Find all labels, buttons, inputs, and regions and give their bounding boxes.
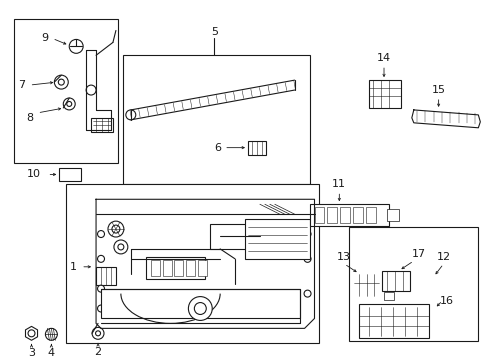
Text: 7: 7 <box>18 80 25 90</box>
Circle shape <box>92 327 104 339</box>
Circle shape <box>108 221 123 237</box>
Text: 3: 3 <box>28 348 35 358</box>
Circle shape <box>304 255 310 262</box>
Bar <box>386 209 398 221</box>
Bar <box>366 207 375 223</box>
Bar <box>314 207 324 223</box>
Bar <box>59 167 81 181</box>
Text: 13: 13 <box>337 252 350 262</box>
Circle shape <box>45 328 57 340</box>
Text: 9: 9 <box>41 33 48 44</box>
Bar <box>210 224 264 249</box>
Circle shape <box>112 225 120 233</box>
Text: 11: 11 <box>332 179 346 189</box>
Bar <box>186 260 195 276</box>
Text: 8: 8 <box>26 113 33 123</box>
Circle shape <box>194 302 206 315</box>
Circle shape <box>69 39 83 53</box>
Bar <box>66 184 319 343</box>
Bar <box>352 207 363 223</box>
Bar <box>244 219 309 259</box>
Circle shape <box>97 255 104 262</box>
Bar <box>348 227 477 341</box>
Bar <box>247 141 265 154</box>
Circle shape <box>114 240 127 254</box>
Circle shape <box>28 330 35 337</box>
Text: 2: 2 <box>94 347 102 357</box>
Bar <box>174 260 183 276</box>
Bar <box>150 260 159 276</box>
Circle shape <box>63 98 75 110</box>
Text: 16: 16 <box>439 296 453 306</box>
Circle shape <box>97 305 104 312</box>
Bar <box>432 281 442 305</box>
Bar <box>91 118 113 132</box>
Bar <box>393 281 403 305</box>
Text: 17: 17 <box>411 249 425 259</box>
Bar <box>327 207 337 223</box>
Circle shape <box>95 331 101 336</box>
Text: 10: 10 <box>26 170 41 180</box>
Circle shape <box>118 244 123 250</box>
Bar <box>96 267 116 285</box>
Bar <box>368 80 400 108</box>
Circle shape <box>97 285 104 292</box>
Circle shape <box>58 79 64 85</box>
Bar <box>309 204 388 226</box>
Bar <box>14 19 118 163</box>
Bar <box>388 277 443 309</box>
Circle shape <box>67 102 72 107</box>
Text: 15: 15 <box>431 85 445 95</box>
Bar <box>359 303 428 338</box>
Bar <box>162 260 171 276</box>
Bar <box>101 289 299 319</box>
Text: 6: 6 <box>214 143 221 153</box>
Bar <box>419 281 429 305</box>
Circle shape <box>304 230 310 238</box>
Text: 1: 1 <box>70 262 77 272</box>
Circle shape <box>86 85 96 95</box>
Circle shape <box>125 110 136 120</box>
Bar <box>198 260 207 276</box>
Circle shape <box>54 75 68 89</box>
Text: 4: 4 <box>48 348 55 358</box>
Circle shape <box>97 230 104 238</box>
Bar <box>353 274 378 296</box>
Text: 12: 12 <box>436 252 450 262</box>
Bar <box>381 271 409 291</box>
Bar <box>145 257 205 279</box>
Bar <box>122 55 309 184</box>
Circle shape <box>304 290 310 297</box>
Bar <box>406 281 416 305</box>
Polygon shape <box>25 327 38 340</box>
Bar <box>383 292 393 300</box>
Circle shape <box>188 297 212 320</box>
Text: 5: 5 <box>210 27 217 37</box>
Text: 14: 14 <box>376 53 390 63</box>
Bar <box>340 207 349 223</box>
